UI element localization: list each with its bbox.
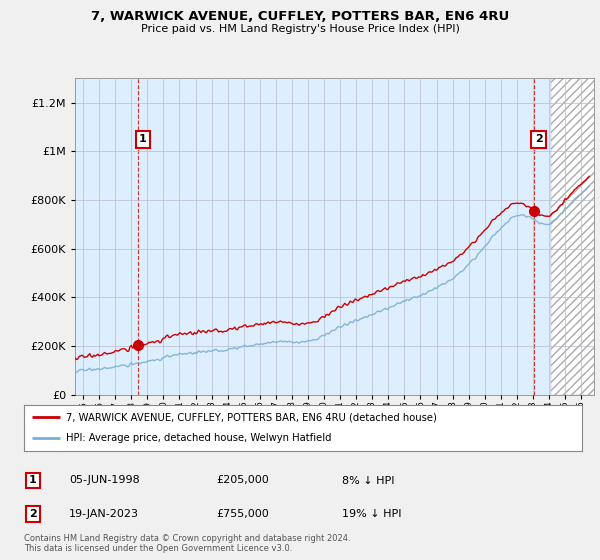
Text: HPI: Average price, detached house, Welwyn Hatfield: HPI: Average price, detached house, Welw… <box>66 433 331 444</box>
Text: 19% ↓ HPI: 19% ↓ HPI <box>342 509 401 519</box>
Text: 2: 2 <box>29 509 37 519</box>
Text: £755,000: £755,000 <box>216 509 269 519</box>
Text: 2: 2 <box>535 134 542 144</box>
Text: 7, WARWICK AVENUE, CUFFLEY, POTTERS BAR, EN6 4RU: 7, WARWICK AVENUE, CUFFLEY, POTTERS BAR,… <box>91 10 509 23</box>
Text: Price paid vs. HM Land Registry's House Price Index (HPI): Price paid vs. HM Land Registry's House … <box>140 24 460 34</box>
Text: 05-JUN-1998: 05-JUN-1998 <box>69 475 140 486</box>
Text: 8% ↓ HPI: 8% ↓ HPI <box>342 475 395 486</box>
Text: £205,000: £205,000 <box>216 475 269 486</box>
Text: 19-JAN-2023: 19-JAN-2023 <box>69 509 139 519</box>
Text: Contains HM Land Registry data © Crown copyright and database right 2024.
This d: Contains HM Land Registry data © Crown c… <box>24 534 350 553</box>
Text: 1: 1 <box>139 134 147 144</box>
Text: 1: 1 <box>29 475 37 486</box>
Text: 7, WARWICK AVENUE, CUFFLEY, POTTERS BAR, EN6 4RU (detached house): 7, WARWICK AVENUE, CUFFLEY, POTTERS BAR,… <box>66 412 437 422</box>
Bar <box>551 78 600 395</box>
